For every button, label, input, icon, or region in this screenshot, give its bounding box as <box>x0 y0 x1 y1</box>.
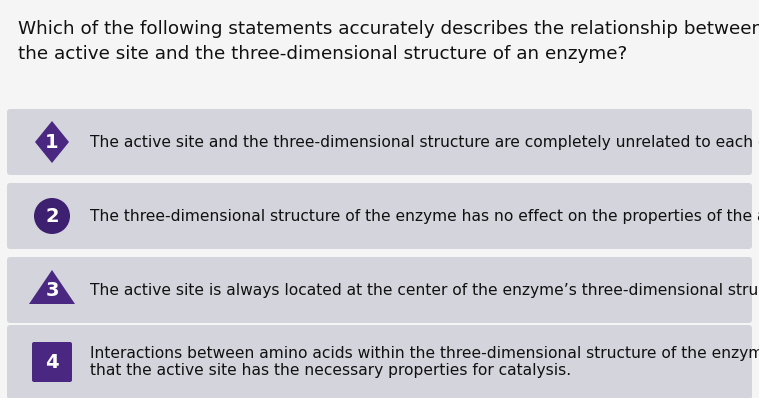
FancyBboxPatch shape <box>7 325 752 398</box>
Text: The three-dimensional structure of the enzyme has no effect on the properties of: The three-dimensional structure of the e… <box>90 209 759 224</box>
Text: 2: 2 <box>46 207 58 226</box>
Text: The active site is always located at the center of the enzyme’s three-dimensiona: The active site is always located at the… <box>90 283 759 297</box>
Text: that the active site has the necessary properties for catalysis.: that the active site has the necessary p… <box>90 363 571 378</box>
FancyBboxPatch shape <box>7 109 752 175</box>
Polygon shape <box>35 121 69 163</box>
Text: The active site and the three-dimensional structure are completely unrelated to : The active site and the three-dimensiona… <box>90 135 759 150</box>
Text: the active site and the three-dimensional structure of an enzyme?: the active site and the three-dimensiona… <box>18 45 627 63</box>
Circle shape <box>34 198 70 234</box>
Polygon shape <box>29 270 75 304</box>
FancyBboxPatch shape <box>32 342 72 382</box>
Text: 4: 4 <box>46 353 58 371</box>
Text: Interactions between amino acids within the three-dimensional structure of the e: Interactions between amino acids within … <box>90 346 759 361</box>
Text: 1: 1 <box>46 133 58 152</box>
Text: Which of the following statements accurately describes the relationship between: Which of the following statements accura… <box>18 20 759 38</box>
FancyBboxPatch shape <box>7 183 752 249</box>
FancyBboxPatch shape <box>7 257 752 323</box>
Text: 3: 3 <box>46 281 58 300</box>
